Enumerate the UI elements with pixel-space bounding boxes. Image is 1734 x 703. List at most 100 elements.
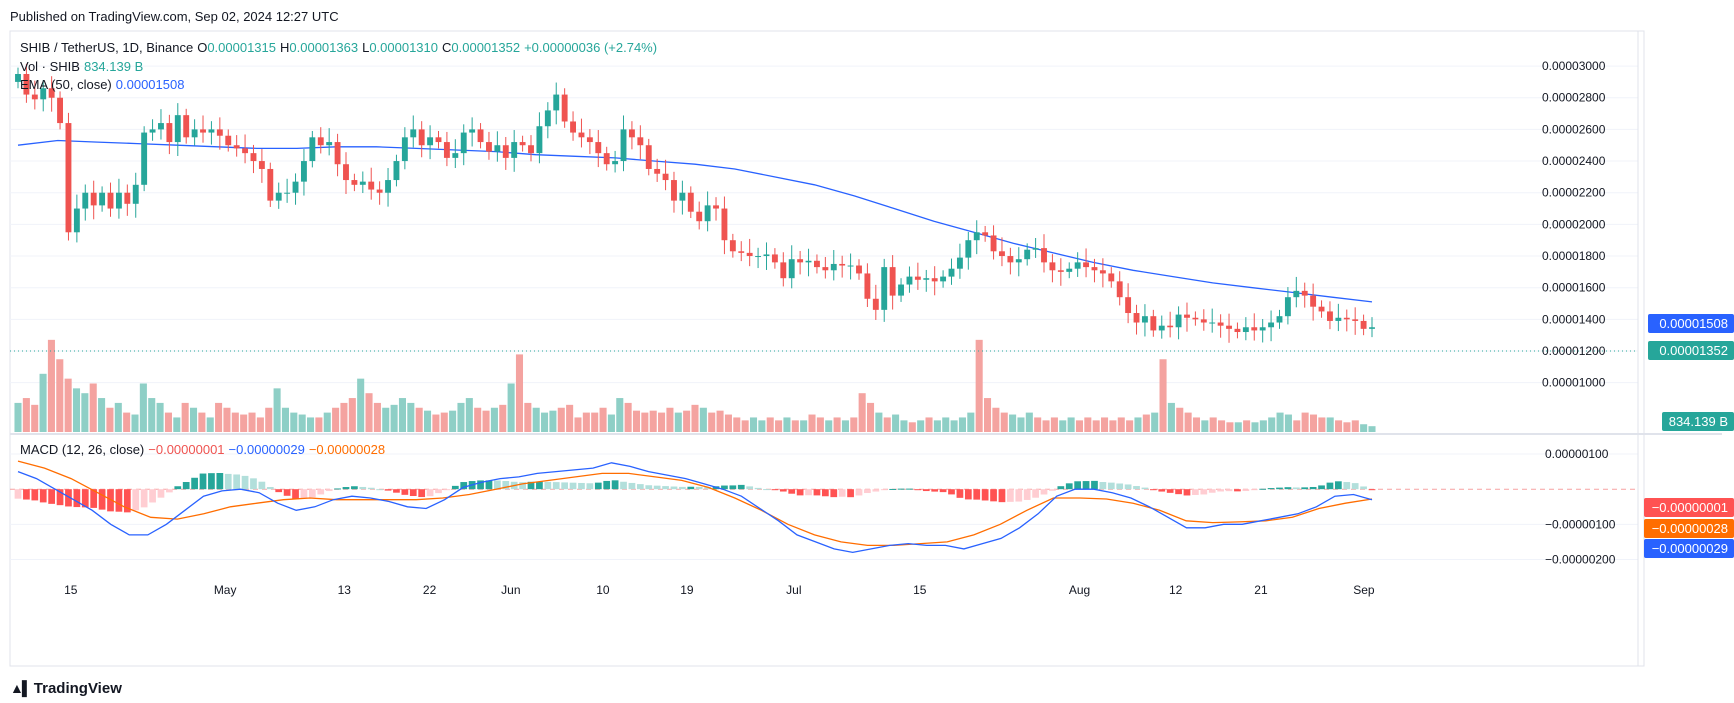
volume-bar: [1301, 412, 1309, 432]
candle-body: [788, 259, 795, 279]
volume-bar: [1050, 417, 1058, 432]
candle-body: [443, 142, 450, 158]
macd-histogram-bar: [788, 489, 796, 494]
candle-body: [544, 110, 551, 127]
macd-histogram-bar: [325, 489, 333, 492]
x-tick-label: May: [214, 583, 237, 597]
macd-histogram-bar: [224, 473, 232, 490]
macd-histogram-bar: [729, 485, 737, 490]
volume-bar: [917, 420, 925, 432]
macd-histogram-bar: [31, 489, 39, 501]
candle-body: [956, 257, 963, 269]
candle-body: [1301, 290, 1308, 296]
macd-histogram-bar: [384, 489, 392, 491]
volume-bar: [800, 420, 808, 432]
x-tick-label: 15: [913, 583, 927, 597]
volume-bar: [808, 414, 816, 432]
candle-body: [830, 263, 837, 271]
macd-histogram-bar: [527, 481, 535, 490]
volume-bar: [892, 414, 900, 432]
volume-bar: [1092, 420, 1100, 432]
y-tick-label: 0.00002400: [1542, 154, 1606, 168]
candle-body: [780, 262, 787, 279]
candle-body: [486, 142, 492, 152]
y-tick-label: −0.00000200: [1545, 552, 1616, 566]
volume-bar: [825, 420, 833, 432]
volume-bar: [616, 398, 624, 432]
macd-histogram-bar: [90, 489, 98, 508]
candle-body: [82, 192, 89, 209]
volume-bar: [758, 420, 766, 432]
volume-bar: [507, 383, 515, 432]
macd-histogram-bar: [1259, 488, 1267, 490]
candle-body: [637, 137, 644, 146]
volume-bar: [465, 398, 473, 432]
candle-body: [973, 232, 980, 241]
volume-bar: [14, 402, 22, 432]
macd-histogram-bar: [1208, 489, 1216, 493]
volume-bar: [148, 398, 156, 432]
candle-body: [1360, 320, 1367, 329]
candle-body: [174, 115, 181, 143]
macd-histogram-bar: [653, 485, 661, 490]
macd-histogram-bar: [603, 480, 611, 490]
macd-histogram-bar: [1166, 489, 1174, 493]
volume-bar: [1159, 359, 1167, 432]
candle-body: [401, 137, 408, 162]
x-tick-label: 19: [680, 583, 694, 597]
candle-body: [1057, 270, 1064, 272]
volume-bar: [624, 402, 632, 432]
volume-bar: [1017, 417, 1025, 432]
volume-bar: [532, 407, 540, 432]
volume-bar: [666, 407, 674, 432]
volume-bar: [156, 402, 164, 432]
volume-bar: [783, 417, 791, 432]
high-value: 0.00001363: [289, 40, 359, 55]
macd-histogram-bar: [140, 489, 148, 508]
candle-body: [410, 129, 417, 138]
volume-bar: [942, 417, 950, 432]
candle-body: [90, 192, 97, 206]
macd-histogram-bar: [569, 482, 577, 490]
macd-histogram-bar: [620, 481, 627, 490]
candle-body: [1074, 262, 1081, 269]
candle-body: [132, 184, 139, 204]
volume-bar: [908, 422, 916, 432]
volume-bar: [440, 412, 448, 432]
candle-body: [115, 192, 122, 209]
candle-body: [1310, 295, 1317, 307]
change-value: +0.00000036 (+2.74%): [524, 40, 658, 55]
volume-bar: [958, 417, 966, 432]
macd-histogram-bar: [292, 489, 299, 500]
candle-body: [376, 189, 383, 193]
volume-label: Vol · SHIB: [20, 59, 80, 74]
candle-body: [166, 123, 173, 143]
candle-body: [771, 254, 778, 263]
macd-histogram-bar: [1242, 489, 1250, 492]
candle-body: [881, 267, 888, 310]
macd-histogram-bar: [1099, 482, 1107, 490]
macd-histogram-bar: [258, 481, 266, 490]
macd-histogram-bar: [536, 481, 543, 490]
volume-bar: [215, 402, 223, 432]
volume-bar: [883, 417, 891, 432]
volume-bar: [474, 407, 482, 432]
macd-line-label: −0.00000029: [1644, 539, 1734, 558]
macd-histogram-bar: [250, 478, 257, 490]
macd-histogram-bar: [855, 489, 863, 496]
candle-body: [696, 211, 703, 222]
volume-price-label: 834.139 B: [1662, 412, 1734, 431]
macd-histogram-bar: [14, 489, 22, 499]
macd-histogram-bar: [1318, 485, 1325, 490]
macd-histogram-bar: [519, 482, 526, 490]
tradingview-logo[interactable]: ▲▌ TradingView: [10, 680, 122, 697]
candle-body: [216, 129, 223, 136]
macd-histogram-bar: [847, 489, 854, 498]
volume-bar: [599, 407, 607, 432]
candle-body: [1343, 317, 1350, 320]
candle-body: [502, 145, 509, 158]
macd-histogram-bar: [174, 486, 182, 490]
candle-body: [620, 129, 627, 162]
macd-histogram-bar: [906, 488, 913, 490]
